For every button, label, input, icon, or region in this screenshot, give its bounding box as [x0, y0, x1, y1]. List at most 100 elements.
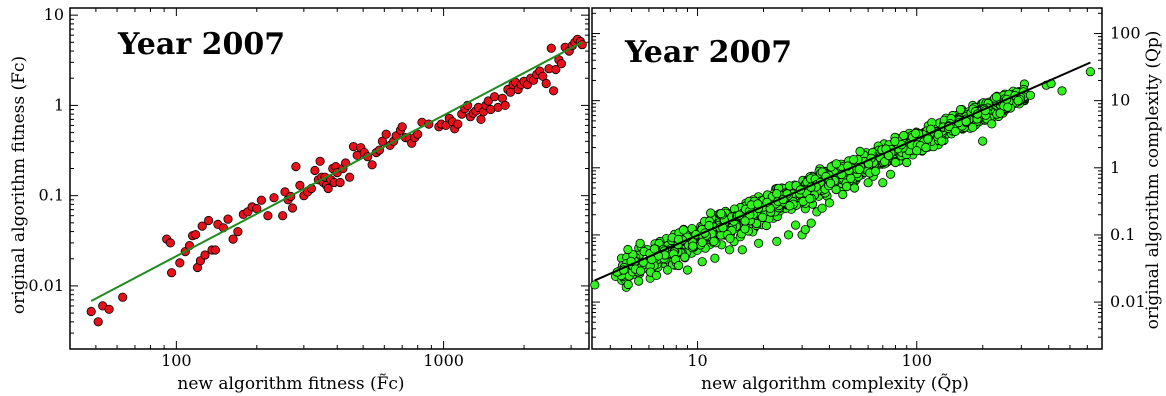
data-point — [790, 220, 801, 230]
data-point — [772, 189, 782, 199]
data-point — [968, 122, 978, 133]
data-point — [849, 183, 860, 193]
data-point — [978, 136, 988, 146]
data-point — [870, 166, 881, 176]
data-point — [295, 180, 305, 190]
data-point — [649, 244, 660, 254]
data-point — [716, 209, 726, 219]
data-point — [1013, 96, 1023, 106]
data-point — [167, 268, 177, 278]
data-point — [697, 257, 707, 267]
data-point — [705, 208, 716, 218]
data-point — [817, 203, 827, 213]
data-point — [1085, 67, 1096, 77]
data-point — [878, 178, 888, 188]
data-point — [697, 237, 707, 247]
y-tick-label: 10 — [44, 5, 64, 24]
data-point — [912, 146, 922, 156]
data-point — [680, 252, 690, 262]
data-point — [263, 211, 273, 221]
y-tick-label: 0.01 — [28, 276, 64, 295]
axis-ticks-right: 10 100 0.01 0.1 1 10 100 — [592, 8, 1146, 370]
data-point — [831, 159, 841, 169]
data-point — [278, 211, 288, 221]
data-point — [991, 92, 1002, 102]
data-point — [541, 78, 551, 89]
data-point — [855, 146, 865, 156]
y-tick-label: 1 — [1110, 158, 1120, 177]
data-point — [710, 253, 720, 263]
data-point — [210, 245, 220, 255]
fit-line — [90, 41, 583, 302]
right-panel-complexity: 10 100 0.01 0.1 1 10 100 Year 2007 new algorit… — [590, 7, 1163, 394]
data-point — [551, 64, 561, 75]
data-point — [635, 238, 645, 248]
data-point — [635, 266, 646, 276]
x-axis-label-right: new algorithm complexity (Q̃p) — [701, 374, 969, 394]
x-tick-label: 100 — [901, 351, 932, 370]
data-point — [315, 156, 325, 166]
data-point — [634, 276, 644, 286]
data-point — [323, 183, 333, 194]
data-point — [197, 221, 207, 231]
data-point — [910, 128, 921, 138]
data-point — [204, 215, 214, 226]
data-point — [548, 86, 559, 96]
data-point — [995, 108, 1005, 118]
data-point — [937, 136, 947, 146]
data-point — [651, 270, 662, 280]
data-point — [233, 227, 243, 237]
data-point — [899, 130, 909, 141]
data-point — [757, 212, 768, 222]
data-point — [291, 162, 301, 172]
data-point — [335, 177, 345, 188]
data-point — [623, 244, 633, 255]
chart-title-left: Year 2007 — [117, 27, 285, 62]
data-point — [740, 216, 750, 226]
y-tick-label: 100 — [1110, 24, 1141, 43]
data-point — [381, 129, 391, 139]
y-tick-label: 0.01 — [1110, 292, 1146, 311]
data-point — [921, 143, 931, 153]
data-point — [902, 157, 912, 168]
data-point — [863, 178, 873, 188]
data-point — [846, 173, 856, 183]
left-panel-fitness: 100 1000 0.01 0.1 1 10 Year 2007 new algorith… — [9, 5, 590, 394]
y-tick-label: 0.1 — [39, 186, 64, 205]
data-point — [709, 236, 719, 246]
data-point — [489, 92, 500, 102]
data-points-right — [590, 61, 1096, 292]
data-points-left — [86, 34, 587, 327]
data-point — [623, 279, 633, 290]
data-point — [165, 238, 175, 248]
data-point — [590, 280, 600, 290]
data-point — [772, 236, 782, 246]
data-point — [806, 218, 816, 228]
data-point — [86, 306, 96, 317]
data-point — [890, 136, 900, 146]
data-point — [223, 214, 233, 224]
data-point — [453, 119, 463, 129]
data-point — [367, 160, 377, 170]
fit-line — [594, 61, 1091, 282]
x-tick-label: 100 — [161, 351, 192, 370]
data-point — [682, 265, 693, 275]
data-point — [1057, 86, 1067, 96]
x-tick-label: 10 — [687, 351, 707, 370]
data-point — [546, 43, 556, 53]
x-tick-label: 1000 — [423, 351, 464, 370]
data-point — [287, 203, 298, 213]
data-point — [256, 195, 266, 205]
data-point — [228, 234, 238, 244]
data-point — [500, 100, 510, 111]
data-point — [955, 105, 966, 115]
data-point — [688, 241, 698, 251]
data-point — [842, 182, 852, 192]
data-point — [800, 225, 810, 235]
data-point — [175, 258, 185, 268]
data-point — [483, 96, 493, 106]
data-point — [556, 59, 567, 69]
data-point — [476, 114, 486, 125]
data-point — [950, 126, 961, 136]
